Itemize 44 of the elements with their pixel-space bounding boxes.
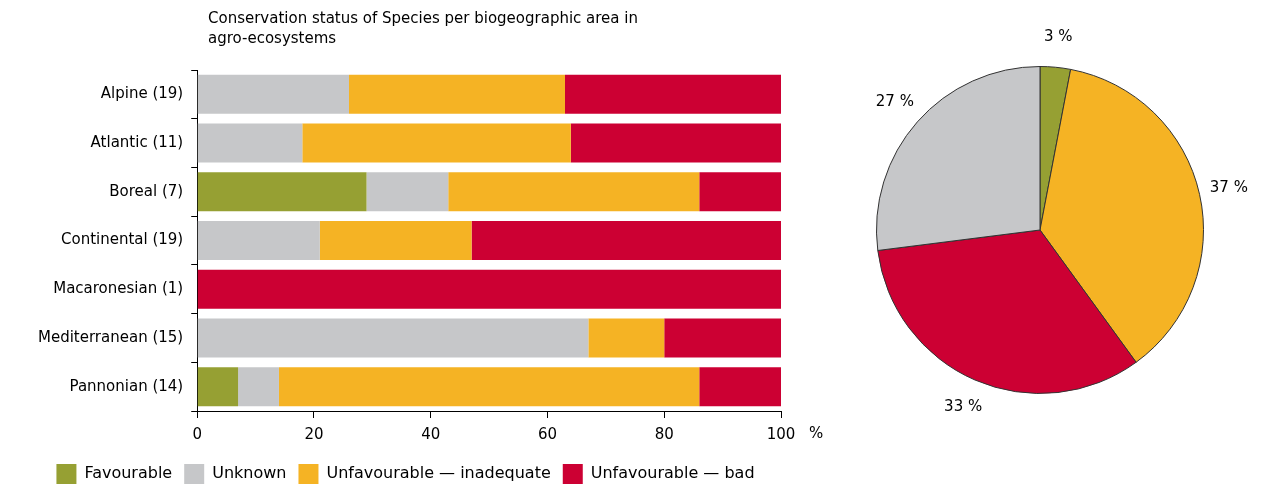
legend-label: Unfavourable — inadequate: [326, 463, 551, 483]
bar: [197, 123, 303, 163]
x-tick-label: 60: [537, 424, 558, 443]
y-tick-label: Boreal (7): [109, 181, 184, 200]
y-tick-label: Continental (19): [60, 230, 184, 249]
bar: [699, 172, 781, 212]
bar: [197, 367, 239, 407]
bar: [448, 172, 700, 212]
bar: [302, 123, 571, 163]
bar: [471, 221, 781, 260]
bar: [349, 74, 565, 114]
bar: [565, 74, 781, 114]
y-tick-label: Macaronesian (1): [53, 279, 184, 298]
bar: [366, 172, 449, 212]
legend-label: Unfavourable — bad: [590, 463, 755, 483]
y-tick-label: Atlantic (11): [90, 132, 184, 151]
data-label: 3 %: [1043, 27, 1073, 46]
y-tick-label: Pannonian (14): [69, 376, 184, 395]
y-tick-label: Mediterranean (15): [37, 327, 184, 346]
bar: [238, 367, 279, 407]
bar: [664, 318, 781, 358]
legend-label: Favourable: [84, 463, 173, 483]
bar: [278, 367, 700, 407]
bar: [197, 221, 320, 260]
y-tick-label: Alpine (19): [100, 84, 184, 103]
data-label: 33 %: [944, 397, 983, 416]
bar: [588, 318, 665, 358]
x-tick-label: 40: [421, 424, 441, 443]
chart-title: Conservation status of Species per biogeographic area in agro-ecosystems: [208, 8, 639, 48]
bar: [319, 221, 472, 260]
x-tick-label: 20: [304, 424, 324, 443]
x-axis-title: %: [809, 424, 824, 443]
bar: [570, 123, 781, 163]
x-tick-label: 80: [654, 424, 674, 443]
x-tick-label: 0: [192, 424, 202, 443]
bar: [197, 318, 589, 358]
legend-label: Unknown: [212, 463, 287, 483]
bar: [197, 74, 350, 114]
bar: [197, 269, 781, 309]
x-tick-label: 100: [766, 424, 796, 443]
data-label: 37 %: [1209, 177, 1248, 196]
data-label: 27 %: [875, 91, 914, 110]
bar: [699, 367, 781, 407]
bar: [197, 172, 367, 212]
